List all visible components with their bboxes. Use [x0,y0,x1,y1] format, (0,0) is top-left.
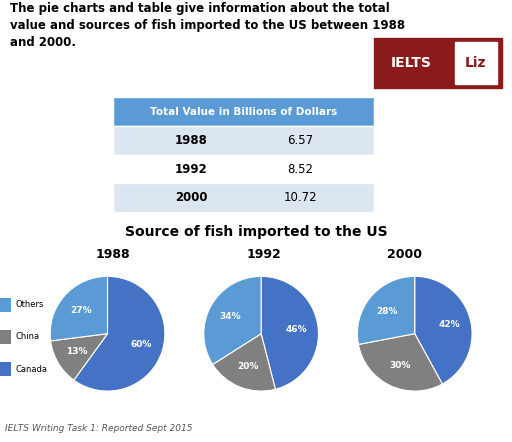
FancyBboxPatch shape [374,38,502,88]
Text: 1988: 1988 [175,134,207,147]
Text: 10.72: 10.72 [284,191,317,204]
Text: 27%: 27% [70,306,92,315]
Text: 28%: 28% [376,307,398,316]
Wedge shape [261,276,318,389]
FancyBboxPatch shape [113,97,374,126]
Text: 6.57: 6.57 [288,134,314,147]
Text: 8.52: 8.52 [288,163,314,175]
Text: 2000: 2000 [387,248,422,261]
Bar [0,362,11,376]
Text: IELTS: IELTS [391,56,432,70]
Text: 42%: 42% [438,320,460,329]
FancyBboxPatch shape [113,183,374,212]
FancyBboxPatch shape [113,155,374,183]
Text: Liz: Liz [465,56,486,70]
Wedge shape [415,276,472,384]
Text: Source of fish imported to the US: Source of fish imported to the US [125,225,387,239]
Wedge shape [51,334,108,380]
Text: 1988: 1988 [95,248,130,261]
Text: The pie charts and table give information about the total
value and sources of f: The pie charts and table give informatio… [10,2,406,49]
Wedge shape [357,276,415,344]
Wedge shape [204,276,261,365]
Wedge shape [74,276,165,391]
Text: IELTS Writing Task 1: Reported Sept 2015: IELTS Writing Task 1: Reported Sept 2015 [5,424,193,433]
Text: 46%: 46% [286,325,307,334]
Text: 60%: 60% [131,340,152,349]
Wedge shape [358,334,442,391]
FancyBboxPatch shape [455,42,497,84]
Text: 2000: 2000 [175,191,207,204]
Wedge shape [50,276,108,341]
Text: Canada: Canada [16,365,48,373]
Text: 1992: 1992 [246,248,281,261]
Text: 1992: 1992 [175,163,207,175]
Text: China: China [16,332,40,341]
Bar [0,297,11,312]
FancyBboxPatch shape [113,126,374,155]
Text: Total Value in Billions of Dollars: Total Value in Billions of Dollars [150,107,337,117]
Bar [0,330,11,344]
Text: 13%: 13% [66,347,88,356]
Wedge shape [212,334,275,391]
Text: 34%: 34% [219,312,241,321]
Text: Others: Others [16,301,44,309]
Text: 20%: 20% [238,362,259,371]
Text: 30%: 30% [389,362,410,370]
